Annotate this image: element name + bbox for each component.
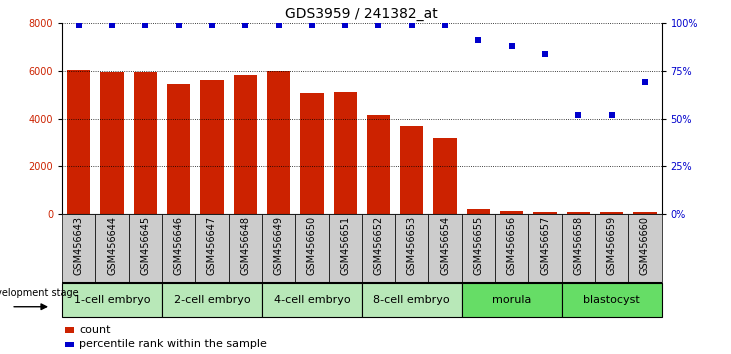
Bar bbox=[100, 73, 124, 214]
Point bbox=[206, 22, 218, 28]
Bar bbox=[67, 70, 91, 214]
Text: count: count bbox=[79, 325, 110, 335]
Point bbox=[306, 22, 318, 28]
Point bbox=[273, 22, 284, 28]
Bar bbox=[367, 115, 390, 214]
Text: 8-cell embryo: 8-cell embryo bbox=[374, 295, 450, 305]
FancyBboxPatch shape bbox=[62, 283, 162, 317]
FancyBboxPatch shape bbox=[428, 214, 462, 283]
Text: 1-cell embryo: 1-cell embryo bbox=[74, 295, 151, 305]
FancyBboxPatch shape bbox=[529, 214, 561, 283]
FancyBboxPatch shape bbox=[362, 283, 462, 317]
Text: development stage: development stage bbox=[0, 287, 78, 298]
FancyBboxPatch shape bbox=[561, 214, 595, 283]
Text: GSM456643: GSM456643 bbox=[74, 216, 84, 275]
FancyBboxPatch shape bbox=[62, 214, 96, 283]
Text: GSM456655: GSM456655 bbox=[474, 216, 483, 275]
Bar bbox=[400, 126, 423, 214]
Point bbox=[106, 22, 118, 28]
Point bbox=[140, 22, 151, 28]
Text: percentile rank within the sample: percentile rank within the sample bbox=[79, 339, 267, 349]
Point bbox=[73, 22, 85, 28]
Text: GSM456657: GSM456657 bbox=[540, 216, 550, 275]
Point bbox=[406, 22, 417, 28]
Point bbox=[506, 43, 518, 49]
Bar bbox=[200, 80, 224, 214]
Text: blastocyst: blastocyst bbox=[583, 295, 640, 305]
Bar bbox=[65, 342, 74, 347]
Text: morula: morula bbox=[492, 295, 531, 305]
FancyBboxPatch shape bbox=[295, 214, 328, 283]
FancyBboxPatch shape bbox=[561, 283, 662, 317]
Bar bbox=[333, 92, 357, 214]
Text: GSM456645: GSM456645 bbox=[140, 216, 151, 275]
FancyBboxPatch shape bbox=[395, 214, 428, 283]
Text: GSM456644: GSM456644 bbox=[107, 216, 117, 275]
FancyBboxPatch shape bbox=[595, 214, 628, 283]
Text: 4-cell embryo: 4-cell embryo bbox=[273, 295, 350, 305]
Bar bbox=[65, 327, 74, 333]
Text: GSM456652: GSM456652 bbox=[374, 216, 384, 275]
Text: GSM456658: GSM456658 bbox=[573, 216, 583, 275]
Point bbox=[472, 38, 484, 43]
Text: GSM456650: GSM456650 bbox=[307, 216, 317, 275]
FancyBboxPatch shape bbox=[262, 283, 362, 317]
FancyBboxPatch shape bbox=[462, 283, 561, 317]
Bar bbox=[167, 84, 190, 214]
Bar bbox=[534, 212, 557, 214]
Bar bbox=[600, 212, 624, 214]
Text: GSM456646: GSM456646 bbox=[174, 216, 183, 275]
Text: GSM456660: GSM456660 bbox=[640, 216, 650, 275]
Bar bbox=[500, 211, 523, 214]
Text: GSM456649: GSM456649 bbox=[273, 216, 284, 275]
FancyBboxPatch shape bbox=[195, 214, 229, 283]
Bar bbox=[633, 212, 656, 214]
Bar bbox=[433, 138, 457, 214]
Point bbox=[240, 22, 251, 28]
Point bbox=[572, 112, 584, 118]
Text: GSM456656: GSM456656 bbox=[507, 216, 517, 275]
Point bbox=[339, 22, 351, 28]
Bar bbox=[300, 93, 324, 214]
Bar bbox=[134, 72, 157, 214]
Bar bbox=[567, 212, 590, 214]
FancyBboxPatch shape bbox=[462, 214, 495, 283]
Point bbox=[439, 22, 451, 28]
Point bbox=[606, 112, 618, 118]
FancyBboxPatch shape bbox=[495, 214, 529, 283]
FancyBboxPatch shape bbox=[96, 214, 129, 283]
Title: GDS3959 / 241382_at: GDS3959 / 241382_at bbox=[286, 7, 438, 21]
FancyBboxPatch shape bbox=[628, 214, 662, 283]
Text: GSM456653: GSM456653 bbox=[406, 216, 417, 275]
FancyBboxPatch shape bbox=[129, 214, 162, 283]
FancyBboxPatch shape bbox=[162, 214, 195, 283]
Text: GSM456648: GSM456648 bbox=[240, 216, 250, 275]
Bar bbox=[267, 71, 290, 214]
FancyBboxPatch shape bbox=[162, 283, 262, 317]
Point bbox=[373, 22, 385, 28]
FancyBboxPatch shape bbox=[362, 214, 395, 283]
Point bbox=[639, 79, 651, 85]
FancyBboxPatch shape bbox=[262, 214, 295, 283]
FancyBboxPatch shape bbox=[229, 214, 262, 283]
Text: GSM456647: GSM456647 bbox=[207, 216, 217, 275]
Text: GSM456654: GSM456654 bbox=[440, 216, 450, 275]
Bar bbox=[467, 209, 490, 214]
Point bbox=[173, 22, 184, 28]
Text: GSM456651: GSM456651 bbox=[340, 216, 350, 275]
Text: 2-cell embryo: 2-cell embryo bbox=[174, 295, 250, 305]
Point bbox=[539, 51, 551, 56]
Bar bbox=[234, 75, 257, 214]
Text: GSM456659: GSM456659 bbox=[607, 216, 617, 275]
FancyBboxPatch shape bbox=[328, 214, 362, 283]
